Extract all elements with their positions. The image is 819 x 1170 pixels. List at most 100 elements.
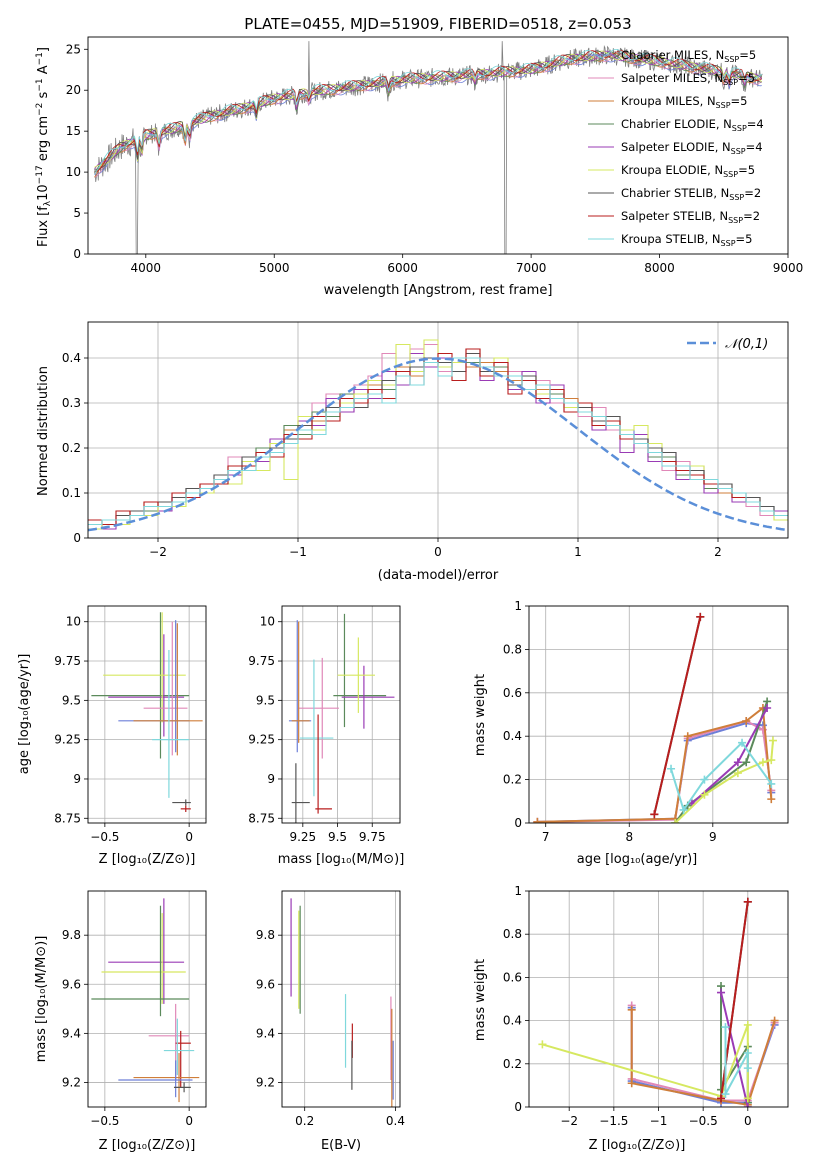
legend-subscript: SSP — [723, 170, 738, 179]
histogram-ks — [88, 357, 788, 526]
weight_vs_age-marks — [533, 612, 777, 823]
weight-marker-ks — [767, 779, 776, 788]
weight-marker-km — [770, 1016, 779, 1025]
y-tick-label: 5 — [73, 206, 81, 220]
axes-frame — [87, 36, 789, 255]
x-tick-label: −0.5 — [689, 1114, 718, 1128]
y-tick-label: 0.4 — [62, 351, 81, 365]
y-tick-label: 8.75 — [54, 811, 81, 825]
model-line-cs — [94, 50, 762, 170]
legend-count: =5 — [731, 94, 748, 108]
age-vs-mass-xlabel: mass [log₁₀(M/M⊙)] — [278, 852, 405, 867]
legend-label-ks: Kroupa STELIB, NSSP=5 — [621, 232, 752, 248]
y-tick-label: 9.6 — [256, 977, 275, 991]
weight-marker-ks — [743, 1049, 752, 1057]
axes-frame — [281, 605, 401, 824]
grid — [282, 606, 400, 823]
legend-label-cm: Chabrier MILES, NSSP=5 — [621, 48, 756, 64]
spectrum-legend: Chabrier MILES, NSSP=5 Salpeter MILES, NS… — [588, 48, 764, 248]
x-tick-label: −2 — [149, 545, 167, 559]
grid — [529, 890, 788, 1108]
y-tick-label: 9.5 — [62, 693, 81, 707]
y-tick-label: 8.75 — [248, 811, 275, 825]
legend-count: =5 — [736, 232, 753, 246]
y-tick-label: 0.6 — [503, 686, 522, 700]
weight-marker-ke — [767, 756, 776, 765]
residuals-axes: −2 −1 0 1 2 0 0.1 0.2 0.3 0.4 𝒩(0,1) — [62, 321, 789, 559]
legend-subscript: SSP — [729, 193, 744, 202]
y-tick-label: 0 — [73, 247, 81, 261]
weight-line-ke — [542, 1024, 749, 1099]
weight-vs-age-xlabel: age [log₁₀(age/yr)] — [577, 852, 698, 867]
residuals-xlabel: (data-model)/error — [378, 568, 499, 583]
y-tick-label: 0.2 — [503, 1057, 522, 1071]
weight-marker-ke — [700, 790, 709, 799]
mass-vs-z-ylabel: mass [log₁₀(M/M⊙)] — [34, 936, 49, 1063]
y-tick-label: 20 — [66, 83, 81, 97]
y-tick-label: 0.4 — [503, 729, 522, 743]
weight-marker-ss — [743, 897, 752, 906]
x-tick-label: 9.25 — [289, 830, 316, 844]
y-tick-label: 0.6 — [503, 970, 522, 984]
x-tick-label: −1 — [289, 545, 307, 559]
weight-marker-ke — [671, 819, 680, 823]
y-tick-label: 9.8 — [62, 928, 81, 942]
age_vs_z-marks — [91, 612, 203, 812]
weight-marker-ke — [538, 1040, 547, 1049]
x-tick-label: 8 — [625, 830, 633, 844]
y-tick-label: 0.1 — [62, 486, 81, 500]
legend-subscript: SSP — [723, 78, 738, 87]
weight-vs-age-ylabel: mass weight — [473, 674, 488, 756]
spectrum-ylabel: Flux [fλ10−17 erg cm−2 s−1 A−1] — [35, 47, 53, 247]
x-tick-label: 9.5 — [328, 830, 347, 844]
mass_vs_ebv-marks — [290, 898, 394, 1107]
weight-marker-ke — [758, 758, 767, 767]
legend-subscript: SSP — [724, 55, 739, 64]
y-tick-label: 9.4 — [62, 1026, 81, 1040]
axes-frame — [87, 321, 789, 539]
figure-title: PLATE=0455, MJD=51909, FIBERID=0518, z=0… — [244, 15, 631, 33]
age-vs-z-ylabel: age [log₁₀(age/yr)] — [17, 654, 32, 775]
y-tick-label: 0 — [73, 531, 81, 545]
weight-marker-se — [743, 1103, 752, 1107]
y-tick-label: 10 — [66, 165, 81, 179]
x-tick-label: 0.4 — [386, 1114, 405, 1128]
y-tick-label: 9.75 — [248, 654, 275, 668]
legend-subscript: SSP — [732, 124, 747, 133]
x-tick-label: −0.5 — [90, 830, 119, 844]
y-tick-label: 9.25 — [248, 733, 275, 747]
y-tick-label: 9.2 — [62, 1075, 81, 1089]
axes-frame — [87, 605, 207, 824]
x-tick-label: 8000 — [644, 261, 675, 275]
x-tick-label: −1.5 — [599, 1114, 628, 1128]
weight-marker-ks — [721, 1090, 730, 1099]
age_vs_mass-axes: 9.25 9.5 9.75 8.75 9 9.25 9.5 9.75 10 — [248, 605, 401, 844]
y-tick-label: 9.8 — [256, 928, 275, 942]
legend-subscript: SSP — [721, 239, 736, 248]
legend-count: =2 — [743, 209, 760, 223]
weight-marker-km — [742, 717, 751, 726]
weight-marker-ks — [667, 764, 676, 773]
weight-marker-ks — [679, 805, 688, 814]
x-tick-label: 5000 — [259, 261, 290, 275]
weight_vs_z-marks — [538, 897, 779, 1107]
y-tick-label: 0.3 — [62, 396, 81, 410]
y-tick-label: 0 — [514, 816, 522, 830]
weight_vs_age-axes: 7 8 9 0 0.2 0.4 0.6 0.8 1 — [503, 599, 789, 844]
weight-vs-z-xlabel: Z [log₁₀(Z/Z⊙)] — [589, 1138, 686, 1153]
age_vs_mass-marks — [288, 613, 395, 823]
y-tick-label: 0 — [514, 1100, 522, 1114]
legend-count: =5 — [738, 71, 755, 85]
x-tick-label: 1 — [574, 545, 582, 559]
y-tick-label: 9.5 — [256, 693, 275, 707]
weight-marker-km — [627, 1005, 636, 1014]
spectrum-axes: 4000 5000 6000 7000 8000 9000 0 5 10 15 20 25 Chabri… — [66, 36, 803, 275]
y-tick-label: 9 — [267, 772, 275, 786]
x-tick-label: 0 — [434, 545, 442, 559]
weight-line-ss — [653, 616, 702, 815]
spectrum-marks — [94, 41, 763, 254]
age-vs-z-xlabel: Z [log₁₀(Z/Z⊙)] — [99, 852, 196, 867]
x-tick-label: −0.5 — [90, 1114, 119, 1128]
weight-marker-ke — [768, 736, 777, 745]
